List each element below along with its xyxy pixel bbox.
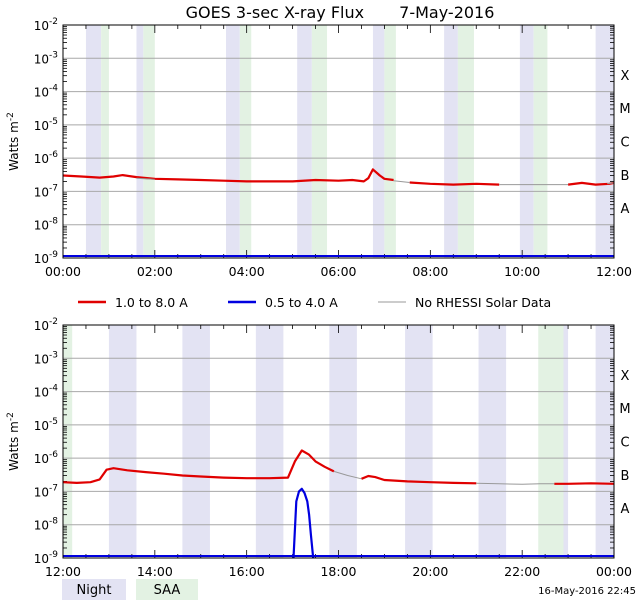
night-band xyxy=(136,25,144,258)
series-no-data-line xyxy=(333,470,362,480)
night-band xyxy=(226,25,240,258)
x-tick-label: 00:00 xyxy=(45,264,81,279)
x-tick-label: 12:00 xyxy=(45,564,81,579)
night-band xyxy=(329,325,357,558)
y-tick-label: 10-4 xyxy=(34,84,59,100)
flare-class-label: M xyxy=(619,402,630,417)
y-tick-label: 10-6 xyxy=(34,450,59,466)
series-no-data-line xyxy=(607,182,615,185)
series-long-line xyxy=(62,168,394,183)
flare-class-label: B xyxy=(621,469,630,484)
saa-legend-box xyxy=(136,579,198,600)
saa-band xyxy=(311,25,328,258)
x-tick-label: 12:00 xyxy=(596,264,632,279)
y-tick-label: 10-2 xyxy=(34,17,58,33)
saa-band xyxy=(63,325,73,558)
y-axis-label: Watts m-2 xyxy=(6,112,21,171)
series-no-data-line xyxy=(393,180,410,183)
night-band xyxy=(255,325,284,558)
y-tick-label: 10-6 xyxy=(34,150,59,166)
flare-class-label: A xyxy=(621,202,630,217)
bottom-panel: 10-9 10-8 10-7 10-6 10-5 10-4 10-3 10-2 12:00 14:… xyxy=(6,317,632,579)
x-tick-label: 00:00 xyxy=(596,564,632,579)
legend-label-long: 1.0 to 8.0 A xyxy=(115,295,188,310)
night-band xyxy=(444,25,458,258)
saa-legend-label: SAA xyxy=(154,583,181,598)
saa-band xyxy=(457,25,474,258)
y-tick-label: 10-5 xyxy=(34,417,58,433)
region-legend: Night SAA xyxy=(62,579,198,600)
night-band xyxy=(519,25,534,258)
plot-frame xyxy=(62,24,615,259)
saa-band xyxy=(533,25,548,258)
flare-class-label: X xyxy=(621,69,630,84)
y-axis-label: Watts m-2 xyxy=(6,412,21,471)
y-tick-label: 10-7 xyxy=(34,183,58,199)
saa-band xyxy=(239,25,252,258)
legend-label-short: 0.5 to 4.0 A xyxy=(265,295,338,310)
series-long-line xyxy=(62,449,335,484)
flare-class-label: A xyxy=(621,502,630,517)
flare-class-label: B xyxy=(621,169,630,184)
figure-title-text: GOES 3-sec X-ray Flux xyxy=(186,3,365,22)
y-tick-label: 10-4 xyxy=(34,384,59,400)
x-tick-label: 22:00 xyxy=(504,564,540,579)
x-tick-label: 06:00 xyxy=(320,264,356,279)
y-tick-label: 10-9 xyxy=(34,550,59,566)
series-long-line xyxy=(409,181,500,186)
x-tick-label: 14:00 xyxy=(137,564,173,579)
y-tick-label: 10-3 xyxy=(34,50,58,66)
y-tick-label: 10-9 xyxy=(34,250,59,266)
night-legend-label: Night xyxy=(77,583,112,598)
flare-class-label: C xyxy=(620,136,629,151)
legend-label-no-data: No RHESSI Solar Data xyxy=(415,295,551,310)
top-panel: 10-9 10-8 10-7 10-6 10-5 10-4 10-3 10-2 00:00 02:… xyxy=(6,17,632,279)
series-long-line xyxy=(361,474,477,485)
flare-class-label: X xyxy=(621,369,630,384)
generated-timestamp: 16-May-2016 22:45 xyxy=(538,586,636,597)
flare-class-label: M xyxy=(619,102,630,117)
x-tick-label: 04:00 xyxy=(229,264,265,279)
y-tick-label: 10-2 xyxy=(34,317,58,333)
night-band xyxy=(182,325,210,558)
night-band xyxy=(297,25,312,258)
flare-class-label: C xyxy=(620,436,629,451)
figure-date: 7-May-2016 xyxy=(399,3,494,22)
y-tick-label: 10-5 xyxy=(34,117,58,133)
figure-title: GOES 3-sec X-ray Flux 7-May-2016 xyxy=(186,3,495,22)
saa-band xyxy=(143,25,155,258)
series-no-data-line xyxy=(476,482,555,485)
x-tick-label: 02:00 xyxy=(137,264,173,279)
series-no-data-line xyxy=(136,177,155,180)
x-tick-label: 16:00 xyxy=(229,564,265,579)
x-tick-label: 20:00 xyxy=(412,564,448,579)
series-long-line xyxy=(554,482,615,485)
night-band xyxy=(405,325,433,558)
x-tick-label: 08:00 xyxy=(412,264,448,279)
plot-frame xyxy=(62,324,615,559)
night-band xyxy=(563,325,569,558)
series-short-line xyxy=(292,487,315,559)
y-tick-label: 10-8 xyxy=(34,517,59,533)
night-band xyxy=(595,325,614,558)
y-tick-label: 10-8 xyxy=(34,217,59,233)
night-band xyxy=(372,25,385,258)
y-tick-label: 10-7 xyxy=(34,483,58,499)
night-band xyxy=(478,325,507,558)
night-band xyxy=(85,25,102,258)
night-band xyxy=(595,25,614,258)
saa-band xyxy=(101,25,109,258)
night-band xyxy=(108,325,137,558)
y-tick-label: 10-3 xyxy=(34,350,58,366)
series-legend: 1.0 to 8.0 A 0.5 to 4.0 A No RHESSI Sola… xyxy=(78,295,551,310)
x-tick-label: 10:00 xyxy=(504,264,540,279)
night-legend-box xyxy=(62,579,126,600)
saa-band xyxy=(384,25,396,258)
x-tick-label: 18:00 xyxy=(320,564,356,579)
saa-band xyxy=(538,325,564,558)
